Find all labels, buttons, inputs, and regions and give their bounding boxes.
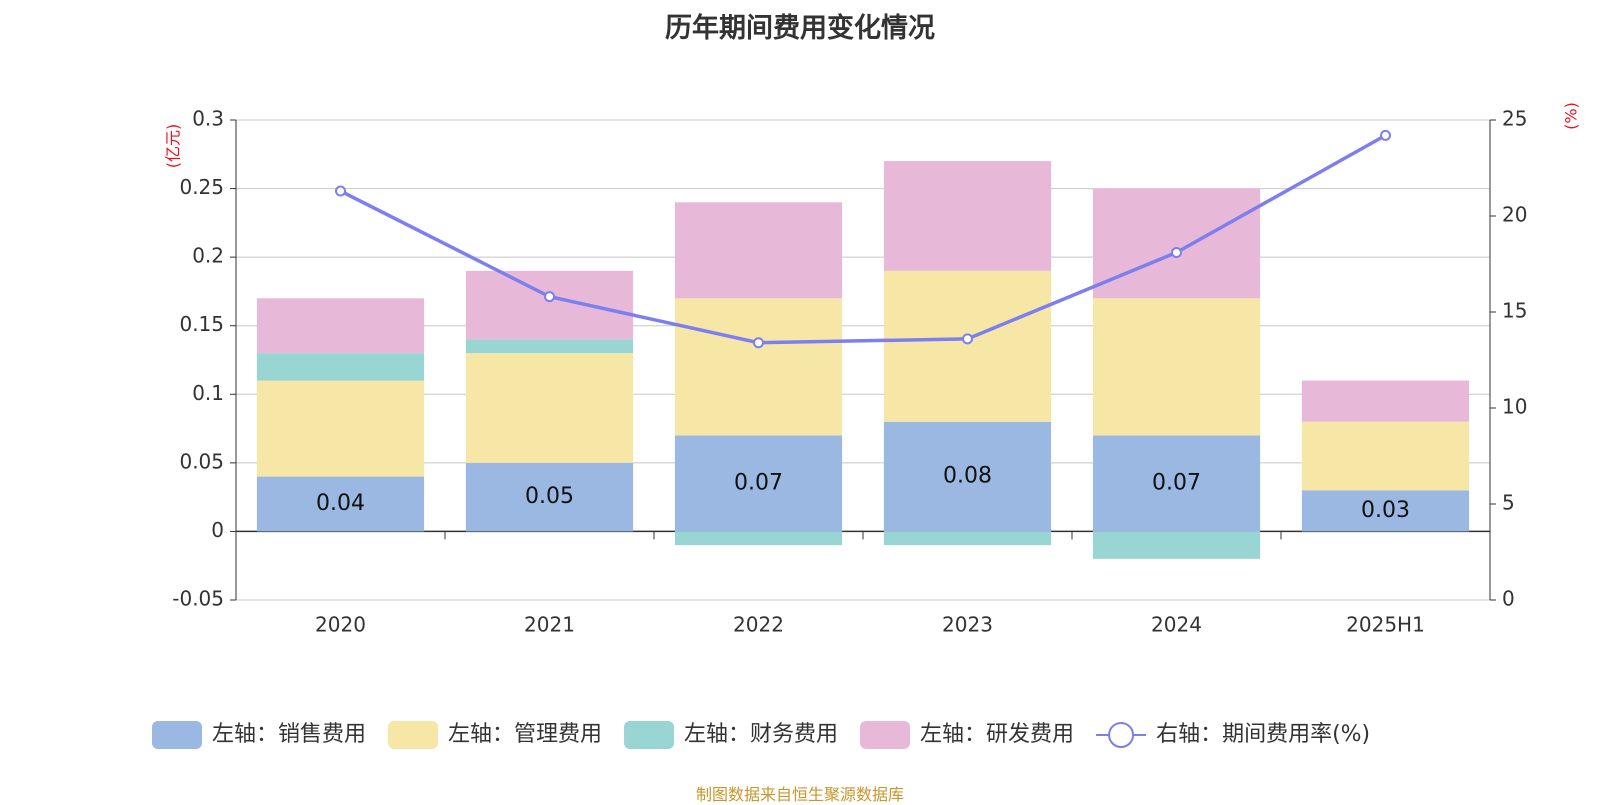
legend-swatch	[624, 721, 675, 749]
bar-segment	[1092, 435, 1261, 532]
bar-data-label: 0.08	[943, 464, 992, 489]
bar-data-label: 0.05	[525, 484, 574, 509]
left-axis-tick-label: 0.3	[192, 107, 224, 131]
legend-label: 左轴：管理费用	[448, 722, 602, 747]
bar-segment	[1301, 490, 1470, 532]
left-axis-tick-label: 0.25	[179, 175, 224, 199]
bar-segment	[674, 435, 843, 532]
bar-segment	[256, 380, 425, 477]
bar-segment	[256, 353, 425, 381]
bar-segment	[256, 298, 425, 354]
bar-segment	[465, 339, 634, 354]
legend-marker	[1108, 722, 1135, 748]
legend-swatch	[860, 721, 911, 749]
bar-segment	[674, 298, 843, 436]
rate-line	[339, 133, 1387, 345]
bar-segment	[1092, 188, 1261, 299]
rate-point	[335, 185, 346, 197]
bar-data-label: 0.03	[1361, 498, 1410, 523]
source-note: 制图数据来自恒生聚源数据库	[695, 785, 904, 804]
left-axis-tick-label: 0.15	[179, 312, 224, 336]
bar-data-label: 0.07	[1152, 470, 1201, 495]
x-axis-tick-label: 2022	[733, 613, 784, 637]
legend-label: 左轴：销售费用	[212, 722, 366, 747]
rate-point	[962, 333, 973, 345]
legend-label: 左轴：研发费用	[920, 722, 1074, 747]
right-axis-tick-label: 15	[1502, 299, 1527, 323]
rate-point	[1380, 129, 1391, 141]
bar-segment	[1092, 298, 1261, 436]
right-axis-tick-label: 0	[1502, 587, 1515, 611]
right-axis-tick-label: 20	[1502, 203, 1527, 227]
legend-label: 右轴：期间费用率(%)	[1156, 722, 1370, 747]
bar-segment	[674, 202, 843, 299]
left-axis-tick-label: 0.1	[192, 381, 224, 405]
left-axis-tick-label: 0	[211, 518, 224, 542]
bar-segment	[883, 531, 1052, 546]
left-axis-tick-label: -0.05	[172, 587, 224, 611]
left-axis-tick-label: 0.05	[179, 449, 224, 473]
legend-swatch	[388, 721, 439, 749]
right-axis-tick-label: 5	[1502, 491, 1515, 515]
right-axis-tick-label: 10	[1502, 395, 1527, 419]
x-axis-tick-label: 2024	[1151, 613, 1202, 637]
left-axis-tick-label: 0.2	[192, 244, 224, 268]
bar-segment	[883, 270, 1052, 422]
bar-segment	[1092, 531, 1261, 559]
bar-segment	[465, 353, 634, 463]
x-axis-tick-label: 2021	[524, 613, 575, 637]
x-axis-tick-label: 2020	[315, 613, 366, 637]
bar-segment	[674, 531, 843, 546]
left-axis-unit: (亿元)	[164, 124, 183, 169]
bar-segment	[465, 462, 634, 532]
legend-label: 左轴：财务费用	[684, 722, 838, 747]
bar-segment	[883, 161, 1052, 271]
bar-segment	[1301, 380, 1470, 422]
right-axis-unit: (%)	[1562, 102, 1581, 130]
rate-point	[753, 337, 764, 349]
x-axis-tick-label: 2023	[942, 613, 993, 637]
rate-point	[1171, 246, 1182, 258]
bar-segment	[256, 476, 425, 532]
rate-point	[544, 291, 555, 303]
legend-swatch	[152, 721, 202, 749]
bar-segment	[883, 421, 1052, 532]
bar-data-label: 0.04	[316, 491, 365, 516]
bar-data-label: 0.07	[734, 470, 783, 495]
right-axis-tick-label: 25	[1502, 107, 1527, 131]
x-axis-tick-label: 2025H1	[1346, 613, 1425, 637]
bar-segment	[465, 270, 634, 340]
chart-title: 历年期间费用变化情况	[665, 13, 935, 44]
bar-segment	[1301, 421, 1470, 491]
